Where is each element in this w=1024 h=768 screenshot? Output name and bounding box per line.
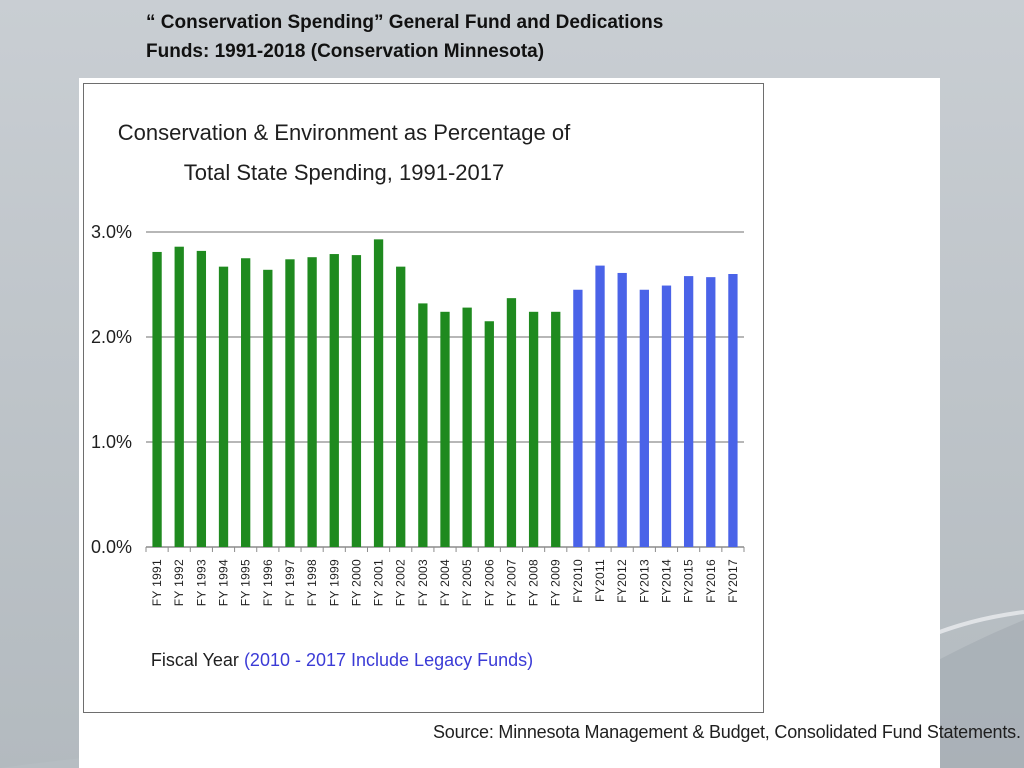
- x-tick-label: FY2012: [615, 559, 629, 603]
- y-axis-ticks: 0.0% 1.0% 2.0% 3.0%: [91, 222, 132, 557]
- bar-fy1992: [174, 246, 184, 547]
- x-tick-label: FY 2005: [460, 559, 474, 606]
- x-tick-label: FY 2006: [482, 559, 496, 606]
- x-axis-label-text: Fiscal Year: [151, 650, 239, 670]
- bar-fy2001: [373, 239, 384, 547]
- y-tick-label: 1.0%: [91, 432, 132, 452]
- slide-title-line1: “ Conservation Spending” General Fund an…: [146, 12, 664, 33]
- bar-fy1995: [241, 258, 251, 547]
- bars: [152, 239, 738, 548]
- slide-title: “ Conservation Spending” General Fund an…: [146, 8, 906, 66]
- bar-fy2015: [683, 276, 694, 547]
- x-axis-label: Fiscal Year (2010 - 2017 Include Legacy …: [151, 650, 533, 670]
- x-axis-ticks: FY 1991 FY 1992 FY 1993 FY 1994 FY 1995 FY 19…: [145, 547, 745, 606]
- chart-title-line1: Conservation & Environment as Percentage…: [118, 120, 571, 145]
- x-tick-label: FY 2003: [416, 559, 430, 606]
- x-tick-label: FY 2002: [394, 559, 408, 606]
- bar-fy2011: [595, 265, 605, 547]
- x-tick-label: FY 2007: [504, 559, 518, 606]
- x-tick-label: FY 2008: [527, 559, 541, 606]
- bar-fy2008: [528, 311, 539, 547]
- x-tick-label: FY 2009: [549, 559, 563, 606]
- bar-fy2016: [706, 277, 716, 547]
- bar-fy2013: [639, 289, 649, 547]
- bar-fy1997: [285, 259, 295, 547]
- bar-fy2006: [484, 321, 494, 547]
- x-tick-label: FY2017: [726, 559, 740, 603]
- bar-fy1991: [152, 251, 162, 547]
- x-tick-label: FY2015: [682, 559, 696, 603]
- bar-fy2010: [573, 289, 583, 547]
- bar-fy1998: [307, 257, 317, 547]
- chart-frame: Conservation & Environment as Percentage…: [83, 83, 764, 713]
- x-axis-label-note: (2010 - 2017 Include Legacy Funds): [244, 650, 533, 670]
- y-tick-label: 2.0%: [91, 327, 132, 347]
- bar-fy2002: [396, 266, 406, 547]
- x-tick-label: FY2013: [637, 559, 651, 603]
- bar-fy2007: [506, 298, 517, 547]
- y-tick-label: 0.0%: [91, 537, 132, 557]
- slide-title-line2: Funds: 1991-2018 (Conservation Minnesota…: [146, 41, 545, 62]
- source-note: Source: Minnesota Management & Budget, C…: [433, 722, 1021, 742]
- x-tick-label: FY2016: [704, 559, 718, 603]
- x-tick-label: FY 1995: [239, 559, 253, 606]
- x-tick-label: FY 2000: [349, 559, 363, 606]
- x-tick-label: FY 1991: [150, 559, 164, 606]
- bar-fy2014: [661, 285, 672, 547]
- x-tick-label: FY 1996: [261, 559, 275, 606]
- x-tick-label: FY 1999: [327, 559, 341, 606]
- x-tick-label: FY 1997: [283, 559, 297, 606]
- bar-fy2000: [351, 255, 362, 547]
- x-tick-label: FY2010: [571, 559, 585, 603]
- x-tick-label: FY 2001: [372, 559, 386, 606]
- bar-fy2003: [418, 303, 428, 547]
- chart: Conservation & Environment as Percentage…: [91, 120, 745, 670]
- bar-fy2005: [462, 307, 472, 547]
- bar-fy1996: [263, 269, 273, 547]
- bar-fy2009: [551, 311, 561, 547]
- bar-fy2004: [440, 311, 450, 547]
- y-tick-label: 3.0%: [91, 222, 132, 242]
- bar-fy1993: [196, 250, 207, 547]
- chart-title-line2: Total State Spending, 1991-2017: [184, 160, 504, 185]
- x-tick-label: FY 1992: [172, 559, 186, 606]
- x-tick-label: FY2014: [659, 559, 673, 603]
- x-tick-label: FY 1998: [305, 559, 319, 606]
- x-tick-label: FY 1994: [217, 559, 231, 606]
- bar-fy2017: [728, 274, 738, 547]
- bar-fy1999: [329, 254, 339, 548]
- bar-fy1994: [218, 266, 229, 547]
- bar-fy2012: [617, 272, 627, 547]
- x-tick-label: FY 2004: [438, 559, 452, 606]
- x-tick-label: FY2011: [593, 559, 607, 602]
- x-tick-label: FY 1993: [194, 559, 208, 606]
